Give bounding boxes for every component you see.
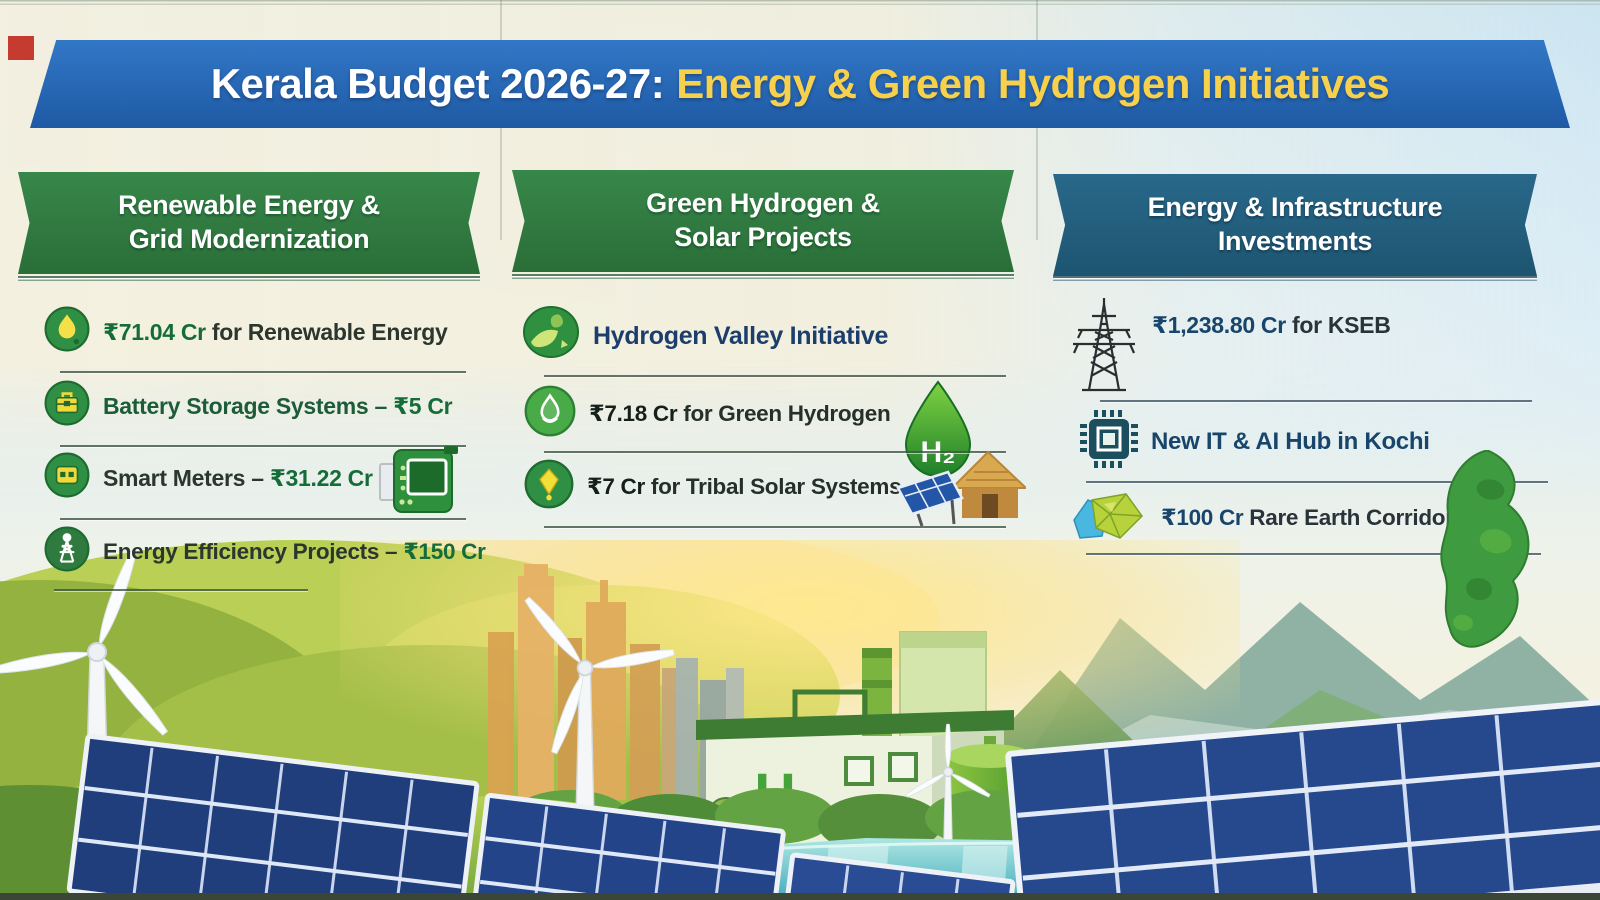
battery-case-icon [44,380,90,432]
item-underline [60,518,466,522]
item-text: Energy Efficiency Projects – [103,539,404,564]
item-amount: ₹1,238.80 Cr [1152,312,1286,338]
item-text: New IT & AI Hub in Kochi [1151,428,1430,455]
item-underline [544,451,1006,455]
pylon-person-icon [44,526,90,578]
column1-banner-underline [18,276,480,282]
item-amount: ₹7.18 Cr [589,401,678,426]
item-text: for Tribal Solar Systems [644,474,902,499]
hut-solar-graphic [896,450,1029,533]
microchip-icon [1080,410,1138,474]
list-item-battery-storage: Battery Storage Systems – ₹5 Cr [44,380,453,432]
item-underline [544,375,1006,379]
column3-banner-underline [1053,276,1537,282]
list-item-kseb: ₹1,238.80 Cr for KSEB [1152,312,1391,339]
bottom-edge-strip [0,893,1600,900]
item-text: Rare Earth Corridor [1243,505,1454,530]
title-banner: Kerala Budget 2026-27: Energy & Green Hy… [30,40,1570,128]
list-item-it-ai-hub: New IT & AI Hub in Kochi [1080,410,1430,474]
red-corner-accent [8,36,34,60]
title-highlight: Energy & Green Hydrogen Initiatives [676,60,1390,107]
kerala-map-graphic [1428,449,1558,670]
item-amount: ₹5 Cr [393,392,453,419]
scene-illustration: H₂ [0,540,1600,900]
item-underline [54,589,308,593]
item-text: Battery Storage Systems – [103,392,394,419]
item-amount: ₹100 Cr [1161,505,1244,530]
item-underline [1086,481,1548,485]
list-item-green-hydrogen: ₹7.18 Cr for Green Hydrogen [524,385,891,443]
column2-banner-underline [512,274,1014,280]
water-droplet-icon [524,385,576,443]
smart-meter-device-graphic [378,446,458,523]
solar-array-left [66,733,1016,900]
transmission-tower-icon [1068,296,1140,399]
list-item-smart-meters: Smart Meters – ₹31.22 Cr [44,452,373,504]
item-underline [60,445,466,449]
item-underline [60,371,466,375]
item-text: Smart Meters – [103,464,270,491]
rare-earth-mineral-icon [1066,486,1148,550]
flame-leaf-icon [44,306,90,358]
column3-header-line2: Investments [1217,226,1373,256]
column3-banner: Energy & Infrastructure Investments [1053,174,1537,276]
column1-header-line2: Grid Modernization [128,224,370,254]
leaf-globe-icon [522,306,580,366]
item-amount: ₹150 Cr [403,539,486,564]
list-item-rare-earth: ₹100 Cr Rare Earth Corridor [1066,486,1454,550]
column3-header-line1: Energy & Infrastructure [1147,192,1443,223]
item-amount: ₹71.04 Cr [103,318,206,345]
city-skyline [488,564,744,800]
item-amount: ₹7 Cr [587,474,645,499]
list-item-tribal-solar: ₹7 Cr for Tribal Solar Systems [524,459,902,515]
item-text: Hydrogen Valley Initiative [593,321,889,350]
item-text: for KSEB [1285,312,1391,338]
solar-diamond-icon [524,459,574,515]
column1-header-line1: Renewable Energy & [118,190,380,221]
column2-header-line2: Solar Projects [674,222,852,252]
item-underline [1100,400,1532,404]
column2-banner: Green Hydrogen & Solar Projects [512,170,1014,272]
panel-top-divider [0,0,1600,6]
list-item-hydrogen-valley: Hydrogen Valley Initiative [522,306,888,366]
item-text: for Green Hydrogen [677,401,891,426]
item-amount: ₹31.22 Cr [269,464,373,491]
item-underline [1086,553,1541,557]
item-underline [544,526,1006,530]
item-text: for Renewable Energy [205,318,448,345]
meter-face-icon [44,452,90,504]
column1-banner: Renewable Energy & Grid Modernization [18,172,480,274]
column2-header-line1: Green Hydrogen & [646,188,880,219]
list-item-energy-efficiency: Energy Efficiency Projects – ₹150 Cr [44,526,486,578]
title-prefix: Kerala Budget 2026-27: [210,60,665,107]
list-item-renewable-energy: ₹71.04 Cr for Renewable Energy [44,306,448,358]
